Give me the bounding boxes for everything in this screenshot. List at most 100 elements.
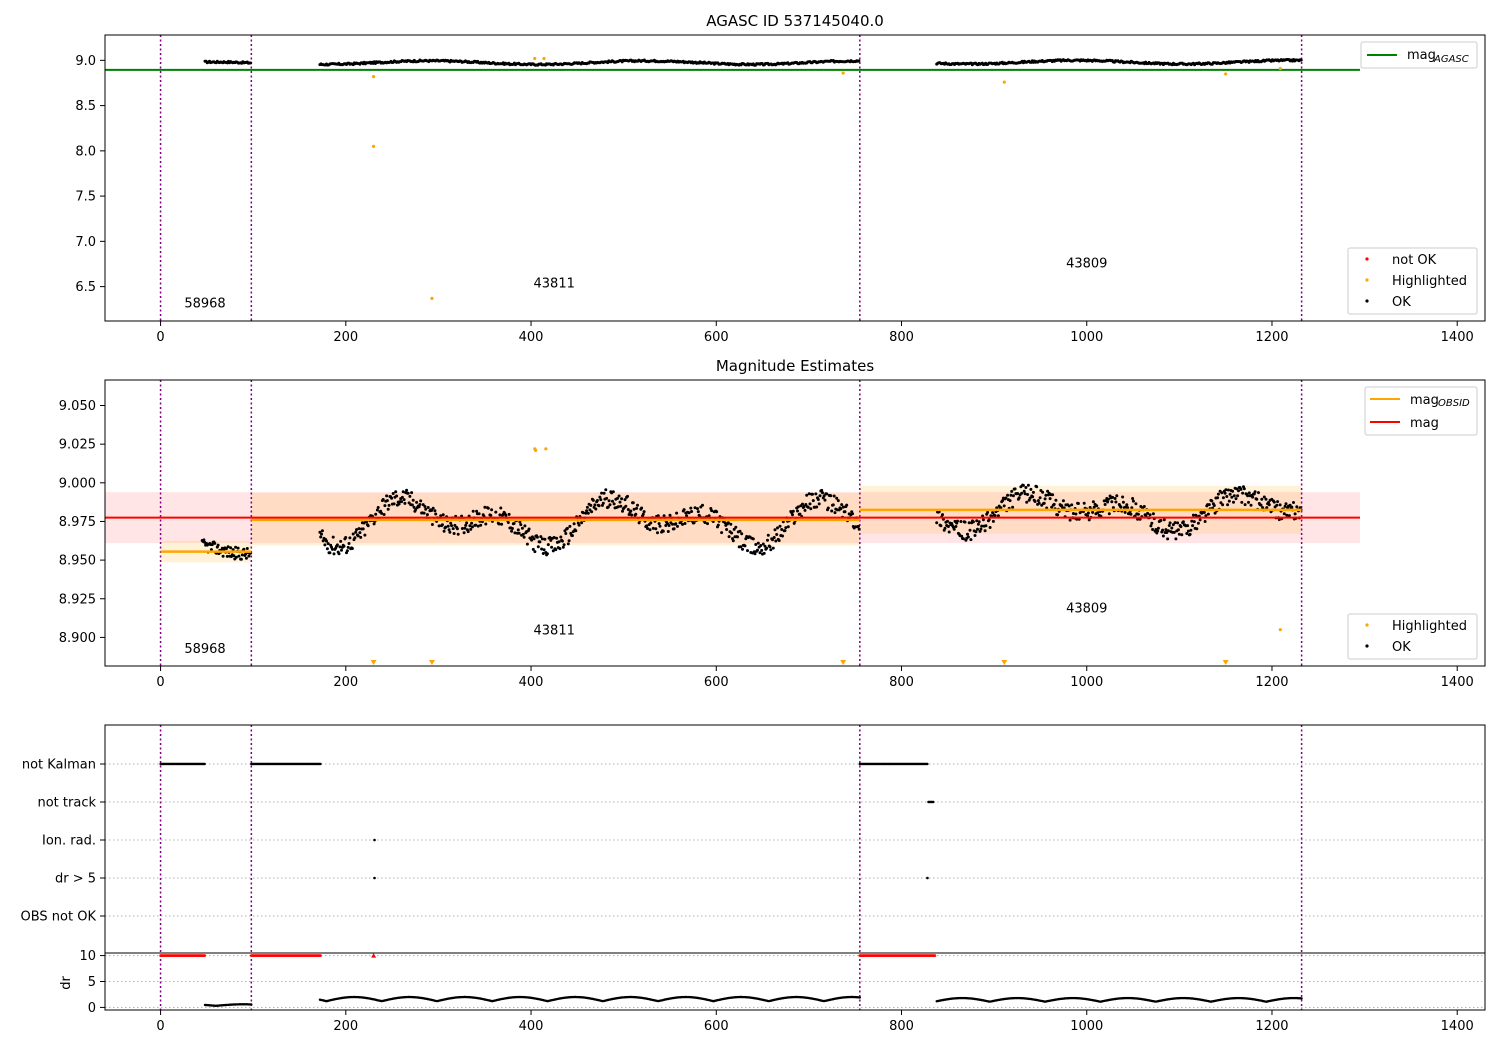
ok-point: [564, 532, 568, 535]
ok-point: [1179, 525, 1183, 529]
ok-point: [774, 539, 778, 543]
ok-point: [1070, 503, 1074, 507]
ok-point: [1022, 489, 1026, 493]
ok-point: [558, 547, 562, 551]
ok-point: [723, 521, 727, 525]
ok-point: [566, 542, 570, 546]
ok-point: [1151, 512, 1155, 516]
ok-point: [649, 521, 653, 525]
off-scale-marker: [1222, 660, 1229, 665]
ok-point: [542, 548, 546, 552]
ok-point: [759, 544, 763, 547]
ok-point: [968, 528, 972, 532]
ok-point: [1287, 514, 1291, 518]
ok-point: [857, 527, 861, 531]
ok-point: [979, 527, 983, 531]
ok-point: [1106, 500, 1110, 504]
ok-point: [851, 512, 854, 516]
ok-point: [1054, 498, 1058, 502]
ok-point: [836, 499, 840, 503]
ok-point: [1020, 491, 1024, 495]
y-tick-label: 8.5: [75, 99, 96, 114]
x-tick-label: 200: [333, 675, 358, 690]
dr-clipped-point: [933, 954, 937, 957]
ok-point: [681, 522, 684, 526]
highlighted-point: [533, 56, 537, 61]
ok-point: [811, 499, 815, 503]
ok-point: [674, 522, 678, 526]
y-tick-label: 8.925: [59, 592, 96, 607]
ok-point: [439, 514, 443, 518]
ok-point: [946, 519, 949, 523]
ok-point: [980, 524, 984, 528]
ok-point: [1185, 532, 1189, 535]
ok-point: [941, 513, 944, 517]
obsid-label: 43811: [534, 277, 575, 292]
ok-point: [662, 514, 666, 518]
ok-point: [1203, 520, 1207, 523]
ok-point: [754, 543, 758, 546]
ok-point: [946, 525, 950, 528]
ok-point: [599, 498, 603, 502]
ok-point: [730, 531, 734, 535]
ok-point: [441, 513, 445, 517]
ok-point: [557, 540, 561, 544]
ok-point: [1186, 524, 1190, 528]
ok-point: [841, 505, 845, 509]
ok-point: [320, 532, 323, 536]
x-tick-label: 800: [889, 1019, 914, 1034]
ok-point: [565, 526, 569, 530]
highlighted-point: [1224, 72, 1228, 76]
ok-point: [696, 507, 699, 511]
ok-point: [422, 511, 426, 515]
ok-point: [1011, 494, 1015, 498]
off-scale-marker: [1001, 660, 1008, 665]
ok-point: [620, 497, 624, 501]
x-tick-label: 400: [519, 675, 544, 690]
ok-point: [726, 521, 730, 525]
ok-point: [595, 499, 599, 502]
flag-point: [926, 876, 929, 880]
ok-point: [1191, 513, 1195, 517]
ok-point: [574, 529, 578, 533]
ok-point: [1041, 490, 1045, 494]
ok-point: [381, 498, 385, 501]
ok-point: [319, 535, 323, 539]
ok-point: [446, 524, 450, 528]
ok-point: [1186, 529, 1190, 533]
flag-row-label: Ion. rad.: [42, 834, 96, 849]
ok-point: [417, 505, 421, 509]
x-tick-label: 200: [333, 330, 358, 345]
ok-point: [769, 548, 773, 552]
highlighted-point: [1002, 80, 1006, 84]
ok-point: [1164, 528, 1168, 532]
ok-point: [535, 535, 539, 539]
ok-point: [1113, 497, 1117, 500]
ok-point: [213, 541, 217, 545]
ok-point: [397, 502, 401, 506]
ok-point: [1171, 523, 1175, 527]
ok-point: [1131, 497, 1135, 500]
ok-point: [961, 537, 965, 541]
ok-point: [791, 513, 794, 517]
ok-point: [671, 522, 674, 526]
y-tick-label: 6.5: [75, 280, 96, 295]
ok-point: [696, 510, 700, 514]
x-tick-label: 1200: [1255, 1019, 1288, 1034]
ok-point: [226, 545, 230, 549]
ok-point: [234, 555, 238, 559]
ok-point: [1092, 505, 1096, 509]
ok-point: [1071, 512, 1075, 515]
ok-point: [363, 533, 367, 537]
ok-point: [656, 514, 660, 518]
ok-point: [476, 524, 480, 528]
ok-point: [539, 535, 543, 539]
ok-point: [591, 498, 595, 502]
ok-point: [321, 539, 325, 543]
ok-point: [1236, 494, 1240, 498]
ok-point: [736, 535, 739, 539]
ok-point: [1121, 500, 1125, 504]
ok-point: [1067, 504, 1071, 508]
ok-point: [1096, 511, 1100, 515]
ok-point: [411, 498, 415, 502]
